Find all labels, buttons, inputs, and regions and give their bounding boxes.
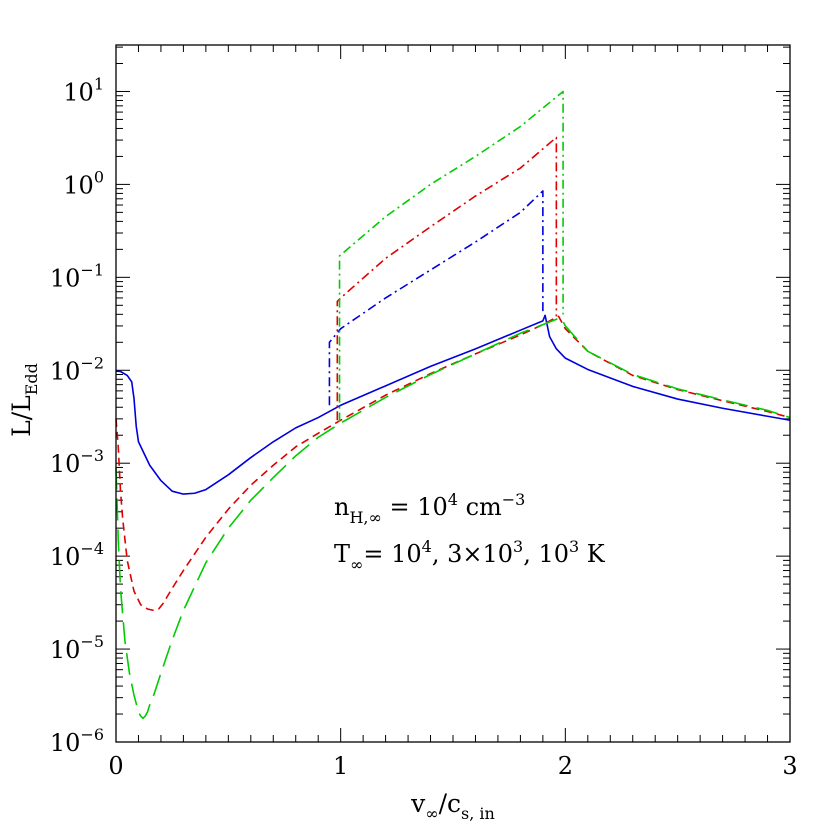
y-tick-label: 10−6 [50, 725, 104, 757]
x-axis-label-sub1: ∞ [425, 804, 438, 823]
y-tick-exponent: −6 [80, 725, 104, 744]
annotation-part: cm [458, 493, 502, 521]
annotation-2: T∞= 104, 3×103, 103 K [334, 537, 606, 574]
plot-frame [115, 44, 791, 743]
x-axis-label-sub2: s, in [461, 804, 495, 823]
y-axis-label-sub: Edd [22, 363, 41, 395]
annotation-part: , 3×10 [432, 540, 513, 568]
y-tick-base: 10 [50, 636, 81, 664]
y-tick-label: 10−4 [50, 539, 104, 571]
x-axis-label-main: v [410, 789, 426, 818]
y-tick-base: 10 [50, 729, 81, 757]
annotation-part: ∞ [350, 555, 363, 574]
annotation-part: 3 [569, 537, 579, 556]
y-tick-exponent: −3 [80, 446, 104, 465]
annotation-part: K [579, 540, 606, 568]
annotation-part: n [334, 493, 349, 521]
annotation-part: = 10 [363, 540, 421, 568]
y-tick-exponent: −4 [80, 539, 104, 558]
y-tick-exponent: 1 [94, 74, 104, 93]
y-tick-exponent: −5 [80, 632, 104, 651]
annotation-layer: nH,∞ = 104 cm−3T∞= 104, 3×103, 103 K [334, 490, 606, 574]
x-tick-label: 1 [333, 752, 348, 780]
annotation-part: , 10 [523, 540, 569, 568]
y-tick-label: 101 [63, 74, 104, 106]
x-tick-label: 0 [108, 752, 123, 780]
labels-layer: 0 1 2 310−610−510−410−310−210−1100101v∞/cs,… [7, 74, 798, 823]
annotation-part: 3 [513, 537, 523, 556]
annotation-part: T [334, 540, 350, 568]
y-tick-label: 100 [63, 167, 104, 199]
annotation-part: = 10 [382, 493, 448, 521]
y-tick-label: 10−5 [50, 632, 104, 664]
x-axis-label-mid: /c [439, 789, 461, 818]
annotation-part: 4 [422, 537, 432, 556]
y-tick-base: 10 [50, 264, 81, 292]
ticks-layer [115, 45, 791, 743]
y-axis-label: L/LEdd [7, 363, 41, 437]
annotation-1: nH,∞ = 104 cm−3 [334, 490, 525, 527]
y-tick-exponent: −2 [80, 353, 104, 372]
y-tick-base: 10 [50, 357, 81, 385]
x-axis-label: v∞/cs, in [410, 789, 495, 823]
y-axis-label-main: L/L [7, 395, 36, 437]
annotation-part: H,∞ [349, 508, 381, 527]
series-line-5 [336, 136, 558, 421]
y-tick-label: 10−1 [50, 260, 104, 292]
x-tick-label: 2 [558, 752, 573, 780]
y-tick-label: 10−3 [50, 446, 104, 478]
series-line-1 [115, 314, 791, 495]
series-line-6 [338, 90, 564, 422]
y-tick-base: 10 [50, 450, 81, 478]
annotation-part: −3 [502, 490, 526, 509]
annotation-part: 4 [448, 490, 458, 509]
y-tick-base: 10 [63, 78, 94, 106]
series-layer [115, 90, 791, 720]
series-line-3 [115, 316, 791, 720]
x-tick-label: 3 [782, 752, 797, 780]
y-tick-exponent: −1 [80, 260, 104, 279]
y-tick-base: 10 [50, 543, 81, 571]
series-line-2 [115, 315, 791, 612]
y-tick-label: 10−2 [50, 353, 104, 385]
y-tick-exponent: 0 [94, 167, 104, 186]
y-tick-base: 10 [63, 171, 94, 199]
